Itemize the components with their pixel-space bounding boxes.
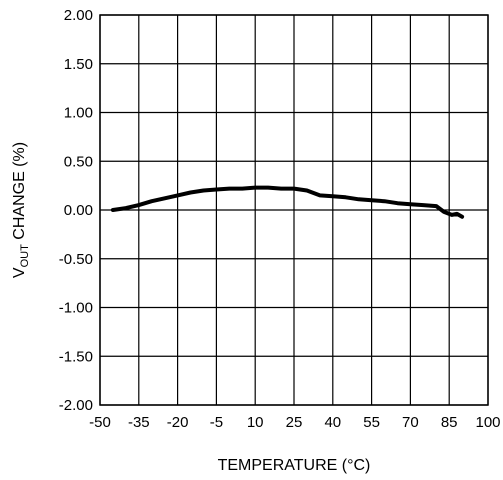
x-tick-label: 70 [402, 414, 419, 431]
y-tick-label: 2.00 [64, 7, 93, 24]
y-tick-label: 0.00 [64, 202, 93, 219]
y-tick-label: 0.50 [64, 153, 93, 170]
grid-lines [99, 14, 489, 406]
x-tick-label: 55 [363, 414, 380, 431]
x-tick-label: 25 [286, 414, 303, 431]
x-tick-label: -20 [167, 414, 189, 431]
x-tick-label: -35 [128, 414, 150, 431]
x-tick-label: 100 [475, 414, 500, 431]
y-tick-label: -0.50 [59, 251, 93, 268]
x-tick-label: 85 [441, 414, 458, 431]
y-axis-label-main: V [11, 267, 28, 278]
x-tick-labels: -50 -35 -20 -5 10 25 40 55 70 85 100 [89, 414, 500, 431]
y-tick-label: 1.50 [64, 56, 93, 73]
plot-frame [99, 14, 489, 406]
x-tick-label: 40 [324, 414, 341, 431]
x-axis-label: TEMPERATURE (°C) [218, 457, 371, 474]
y-tick-label: -1.00 [59, 300, 93, 317]
y-axis-label-rest: CHANGE (%) [11, 142, 28, 244]
x-tick-label: -50 [89, 414, 111, 431]
x-tick-label: 10 [247, 414, 264, 431]
y-tick-label: -1.50 [59, 348, 93, 365]
y-axis-label-sub: OUT [19, 244, 31, 268]
series-line [110, 185, 465, 219]
y-tick-label: -2.00 [59, 397, 93, 414]
x-tick-label: -5 [210, 414, 223, 431]
y-axis-label: VOUT CHANGE (%) [11, 142, 31, 278]
y-tick-labels: 2.00 1.50 1.00 0.50 0.00 -0.50 -1.00 -1.50 -2.00 [59, 7, 93, 414]
y-tick-label: 1.00 [64, 105, 93, 122]
